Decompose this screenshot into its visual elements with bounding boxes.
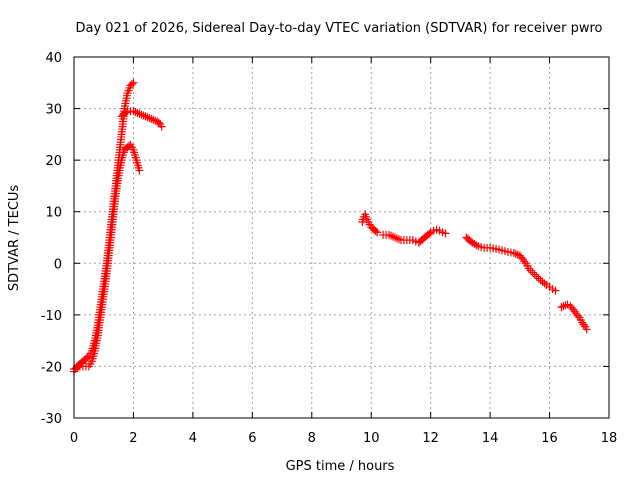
data-point: [385, 230, 394, 239]
data-point: [528, 268, 537, 277]
y-tick-label: 10: [45, 206, 62, 221]
grid: [74, 57, 609, 418]
x-axis-label: GPS time / hours: [286, 459, 395, 474]
data-point: [389, 232, 398, 241]
x-tick-label: 8: [308, 431, 316, 446]
data-point: [509, 248, 518, 257]
data-point: [524, 264, 533, 273]
data-point: [520, 257, 529, 266]
x-tick-label: 12: [422, 431, 439, 446]
data-point: [526, 266, 535, 275]
x-tick-label: 2: [129, 431, 137, 446]
chart-title: Day 021 of 2026, Sidereal Day-to-day VTE…: [75, 21, 602, 36]
data-point: [579, 320, 588, 329]
y-axis-label: SDTVAR / TECUs: [7, 185, 22, 292]
data-point: [373, 228, 382, 237]
data-point: [425, 229, 434, 238]
data-point: [540, 279, 549, 288]
data-point: [129, 78, 138, 87]
y-tick-label: 20: [45, 154, 62, 169]
y-tick-label: 40: [45, 51, 62, 66]
y-tick-label: -30: [41, 412, 62, 427]
data-point: [387, 231, 396, 240]
data-point: [511, 249, 520, 258]
data-point: [73, 363, 82, 372]
x-tick-label: 14: [482, 431, 499, 446]
data-point: [392, 234, 401, 243]
x-tick-label: 16: [541, 431, 558, 446]
data-point: [139, 111, 148, 120]
data-point: [578, 318, 587, 327]
data-point: [133, 108, 142, 117]
data-point: [532, 272, 541, 281]
x-tick-label: 4: [189, 431, 197, 446]
data-point: [394, 235, 403, 244]
data-point: [147, 114, 156, 123]
data-point: [391, 233, 399, 242]
plot-frame: [73, 56, 610, 419]
data-point: [559, 302, 568, 311]
data-series: [70, 78, 591, 376]
data-point: [551, 286, 560, 295]
data-point: [530, 270, 539, 279]
x-tick-label: 0: [70, 431, 78, 446]
data-point: [135, 166, 144, 175]
y-tick-label: 0: [54, 257, 62, 272]
x-tick-label: 6: [248, 431, 256, 446]
data-point: [561, 301, 570, 310]
y-tick-label: -10: [41, 309, 62, 324]
data-point: [534, 274, 543, 283]
data-point: [135, 109, 144, 118]
data-point: [122, 108, 131, 117]
data-point: [518, 255, 527, 264]
data-point: [441, 229, 450, 238]
x-tick-label: 18: [601, 431, 618, 446]
data-point: [129, 107, 138, 116]
data-point: [582, 325, 591, 334]
data-point: [149, 115, 158, 124]
data-point: [573, 311, 582, 320]
data-point: [472, 241, 481, 250]
y-tick-label: -20: [41, 360, 62, 375]
data-point: [71, 364, 80, 373]
data-point: [131, 108, 140, 117]
y-tick-label: 30: [45, 103, 62, 118]
data-point: [145, 114, 154, 123]
data-point: [569, 305, 578, 314]
x-tick-label: 10: [363, 431, 380, 446]
data-point: [157, 122, 166, 131]
data-point: [127, 80, 136, 89]
axis-ticks: 0 2 4 6 8 10 12 14 16 18 -30 -20 -10 0 10 20 30 40: [41, 51, 618, 446]
data-point: [557, 303, 566, 312]
data-point: [143, 113, 152, 122]
data-point: [141, 112, 150, 121]
data-point: [371, 227, 380, 236]
data-point: [137, 110, 146, 119]
